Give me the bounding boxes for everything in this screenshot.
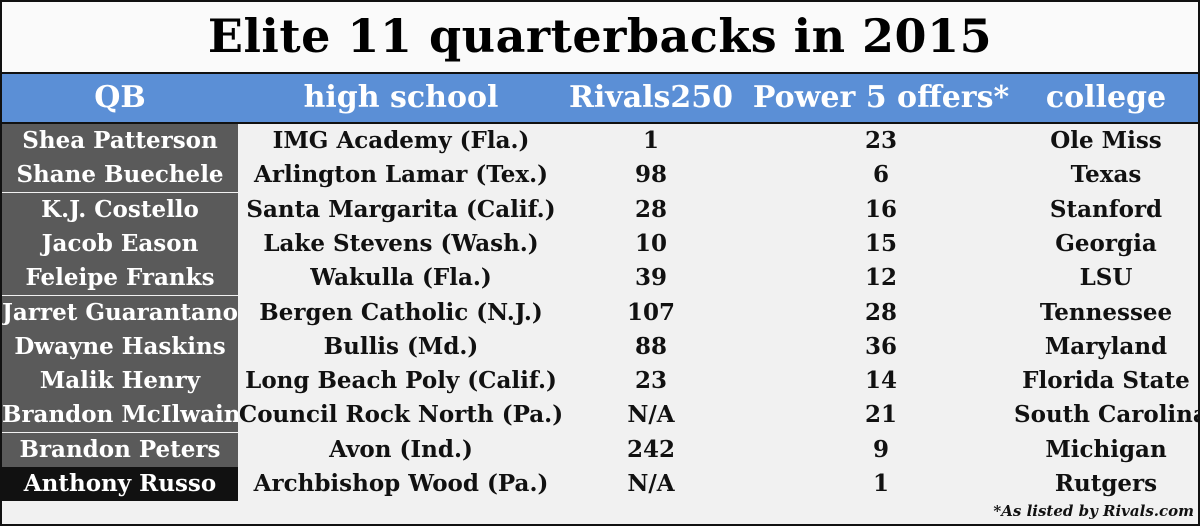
column-header-qb: QB xyxy=(94,80,146,115)
table-row: Anthony Russo Archbishop Wood (Pa.) N/A 1 Ru… xyxy=(2,467,1198,501)
column-header-high-school: high school xyxy=(303,80,499,115)
college-cell: LSU xyxy=(1079,264,1133,292)
table-row: Jacob Eason Lake Stevens (Wash.) 10 15 Georg… xyxy=(2,226,1198,261)
high-school-cell: IMG Academy (Fla.) xyxy=(272,127,530,154)
high-school-cell: Council Rock North (Pa.) xyxy=(238,401,564,429)
high-school-cell: Bullis (Md.) xyxy=(323,332,479,360)
college-cell: Georgia xyxy=(1055,229,1157,257)
high-school-cell: Arlington Lamar (Tex.) xyxy=(254,161,548,189)
power5-offers-cell: 21 xyxy=(864,401,897,429)
rivals250-cell: 10 xyxy=(634,229,667,257)
college-cell: Maryland xyxy=(1044,332,1168,360)
chart-title: Elite 11 quarterbacks in 2015 xyxy=(2,2,1198,74)
qb-cell: K.J. Costello xyxy=(2,192,238,227)
high-school-cell: Long Beach Poly (Calif.) xyxy=(245,367,557,395)
qb-cell: Brandon McIlwain xyxy=(2,398,238,433)
power5-offers-cell: 15 xyxy=(864,229,897,257)
column-header-power5-offers: Power 5 offers* xyxy=(752,80,1010,115)
qb-cell: Malik Henry xyxy=(2,364,238,399)
qb-cell: Dwayne Haskins xyxy=(2,329,238,364)
power5-offers-cell: 14 xyxy=(864,367,897,395)
rivals250-cell: 28 xyxy=(634,195,667,223)
power5-offers-cell: 9 xyxy=(872,435,889,463)
footnote: *As listed by Rivals.com xyxy=(993,502,1194,520)
power5-offers-cell: 36 xyxy=(864,332,897,360)
high-school-cell: Wakulla (Fla.) xyxy=(310,264,492,292)
table-row: Malik Henry Long Beach Poly (Calif.) 23 14 F… xyxy=(2,364,1198,399)
qb-cell: Brandon Peters xyxy=(2,432,238,467)
power5-offers-cell: 23 xyxy=(864,127,897,154)
qb-cell: Jarret Guarantano xyxy=(2,295,238,330)
table-row: Shane Buechele Arlington Lamar (Tex.) 98 6 T… xyxy=(2,158,1198,193)
rivals250-cell: 39 xyxy=(634,264,667,292)
college-cell: Tennessee xyxy=(1039,298,1173,326)
power5-offers-cell: 28 xyxy=(864,298,897,326)
rivals250-cell: 242 xyxy=(626,435,675,463)
table-row: Shea Patterson IMG Academy (Fla.) 1 23 Ole M… xyxy=(2,124,1198,158)
rivals250-cell: 88 xyxy=(634,332,667,360)
college-cell: Rutgers xyxy=(1054,470,1158,497)
high-school-cell: Avon (Ind.) xyxy=(329,435,473,463)
qb-cell: Feleipe Franks xyxy=(2,261,238,296)
qb-cell: Anthony Russo xyxy=(2,467,238,501)
rivals250-cell: N/A xyxy=(627,470,675,497)
table-row: Brandon McIlwain Council Rock North (Pa.)… xyxy=(2,398,1198,433)
rivals250-cell: N/A xyxy=(627,401,675,429)
table-body: Shea Patterson IMG Academy (Fla.) 1 23 Ole M… xyxy=(2,124,1198,502)
college-cell: Ole Miss xyxy=(1050,127,1162,154)
table-row: Jarret Guarantano Bergen Catholic (N.J.) 1… xyxy=(2,295,1198,330)
power5-offers-cell: 16 xyxy=(864,195,897,223)
table-row: Dwayne Haskins Bullis (Md.) 88 36 Maryland xyxy=(2,329,1198,364)
column-header-rivals250: Rivals250 xyxy=(568,80,734,115)
table-header: QB high school Rivals250 Power 5 offers*… xyxy=(2,74,1198,124)
qb-cell: Shane Buechele xyxy=(2,158,238,193)
high-school-cell: Bergen Catholic (N.J.) xyxy=(259,298,543,326)
college-cell: Michigan xyxy=(1045,435,1167,463)
high-school-cell: Lake Stevens (Wash.) xyxy=(263,229,539,257)
rivals250-cell: 1 xyxy=(642,127,659,154)
high-school-cell: Archbishop Wood (Pa.) xyxy=(253,470,549,497)
table-row: K.J. Costello Santa Margarita (Calif.) 28 1… xyxy=(2,192,1198,227)
power5-offers-cell: 1 xyxy=(872,470,889,497)
college-cell: Florida State xyxy=(1022,367,1190,395)
qb-cell: Jacob Eason xyxy=(2,226,238,261)
college-cell: Stanford xyxy=(1049,195,1163,223)
college-cell: South Carolina xyxy=(1014,401,1198,429)
college-cell: Texas xyxy=(1070,161,1142,189)
power5-offers-cell: 12 xyxy=(864,264,897,292)
qb-cell: Shea Patterson xyxy=(2,124,238,158)
table-row: Feleipe Franks Wakulla (Fla.) 39 12 LSU xyxy=(2,261,1198,296)
rivals250-cell: 98 xyxy=(634,161,667,189)
high-school-cell: Santa Margarita (Calif.) xyxy=(246,195,556,223)
table-row: Brandon Peters Avon (Ind.) 242 9 Michigan xyxy=(2,432,1198,467)
power5-offers-cell: 6 xyxy=(872,161,889,189)
rivals250-cell: 107 xyxy=(626,298,675,326)
column-header-college: college xyxy=(1045,80,1167,115)
rivals250-cell: 23 xyxy=(634,367,667,395)
